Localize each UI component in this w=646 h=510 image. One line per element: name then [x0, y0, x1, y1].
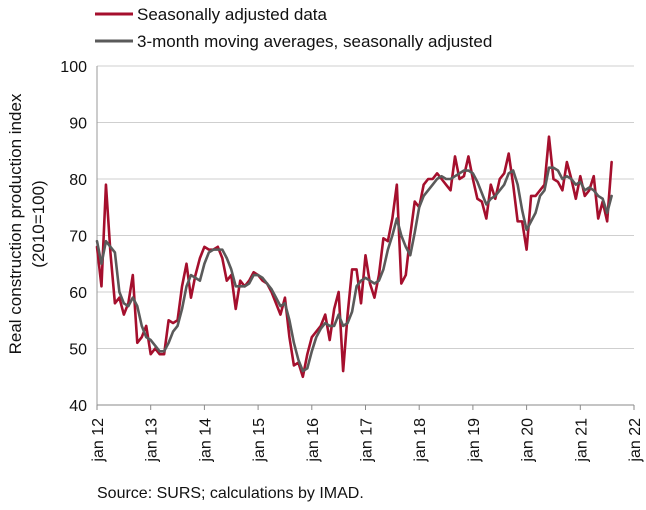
x-tick-label: jan 22: [627, 418, 644, 463]
grid-lines: [97, 65, 634, 349]
x-tick-label: jan 16: [305, 418, 322, 463]
y-tick-labels: 40 50 60 70 80 90 100: [60, 59, 87, 415]
x-tick-label: jan 21: [573, 418, 590, 463]
legend: Seasonally adjusted data 3-month moving a…: [95, 5, 492, 51]
source-note: Source: SURS; calculations by IMAD.: [97, 485, 364, 502]
x-tick-labels: jan 12 jan 13 jan 14 jan 15 jan 16 jan 17 jan …: [90, 405, 644, 463]
x-tick-label: jan 13: [144, 418, 161, 463]
y-tick-label: 70: [69, 229, 87, 246]
series-line-2: [95, 166, 613, 373]
x-tick-label: jan 20: [520, 418, 537, 463]
y-tick-label: 40: [69, 398, 87, 415]
y-tick-label: 50: [69, 342, 87, 359]
x-tick-label: jan 12: [90, 418, 107, 463]
y-tick-label: 100: [60, 59, 87, 76]
legend-label-1: Seasonally adjusted data: [137, 5, 328, 24]
series-line-1: [95, 135, 613, 379]
x-tick-label: jan 17: [359, 418, 376, 463]
x-tick-label: jan 14: [197, 418, 214, 463]
y-tick-label: 60: [69, 285, 87, 302]
y-tick-label: 80: [69, 172, 87, 189]
series-lines: [95, 135, 613, 379]
y-axis-label-line2: (2010=100): [29, 180, 48, 267]
x-tick-label: jan 18: [412, 418, 429, 463]
x-tick-label: jan 19: [466, 418, 483, 463]
y-tick-label: 90: [69, 116, 87, 133]
y-axis-label-line1: Real construction production index: [6, 93, 25, 354]
legend-label-2: 3-month moving averages, seasonally adju…: [137, 32, 492, 51]
x-tick-label: jan 15: [251, 418, 268, 463]
